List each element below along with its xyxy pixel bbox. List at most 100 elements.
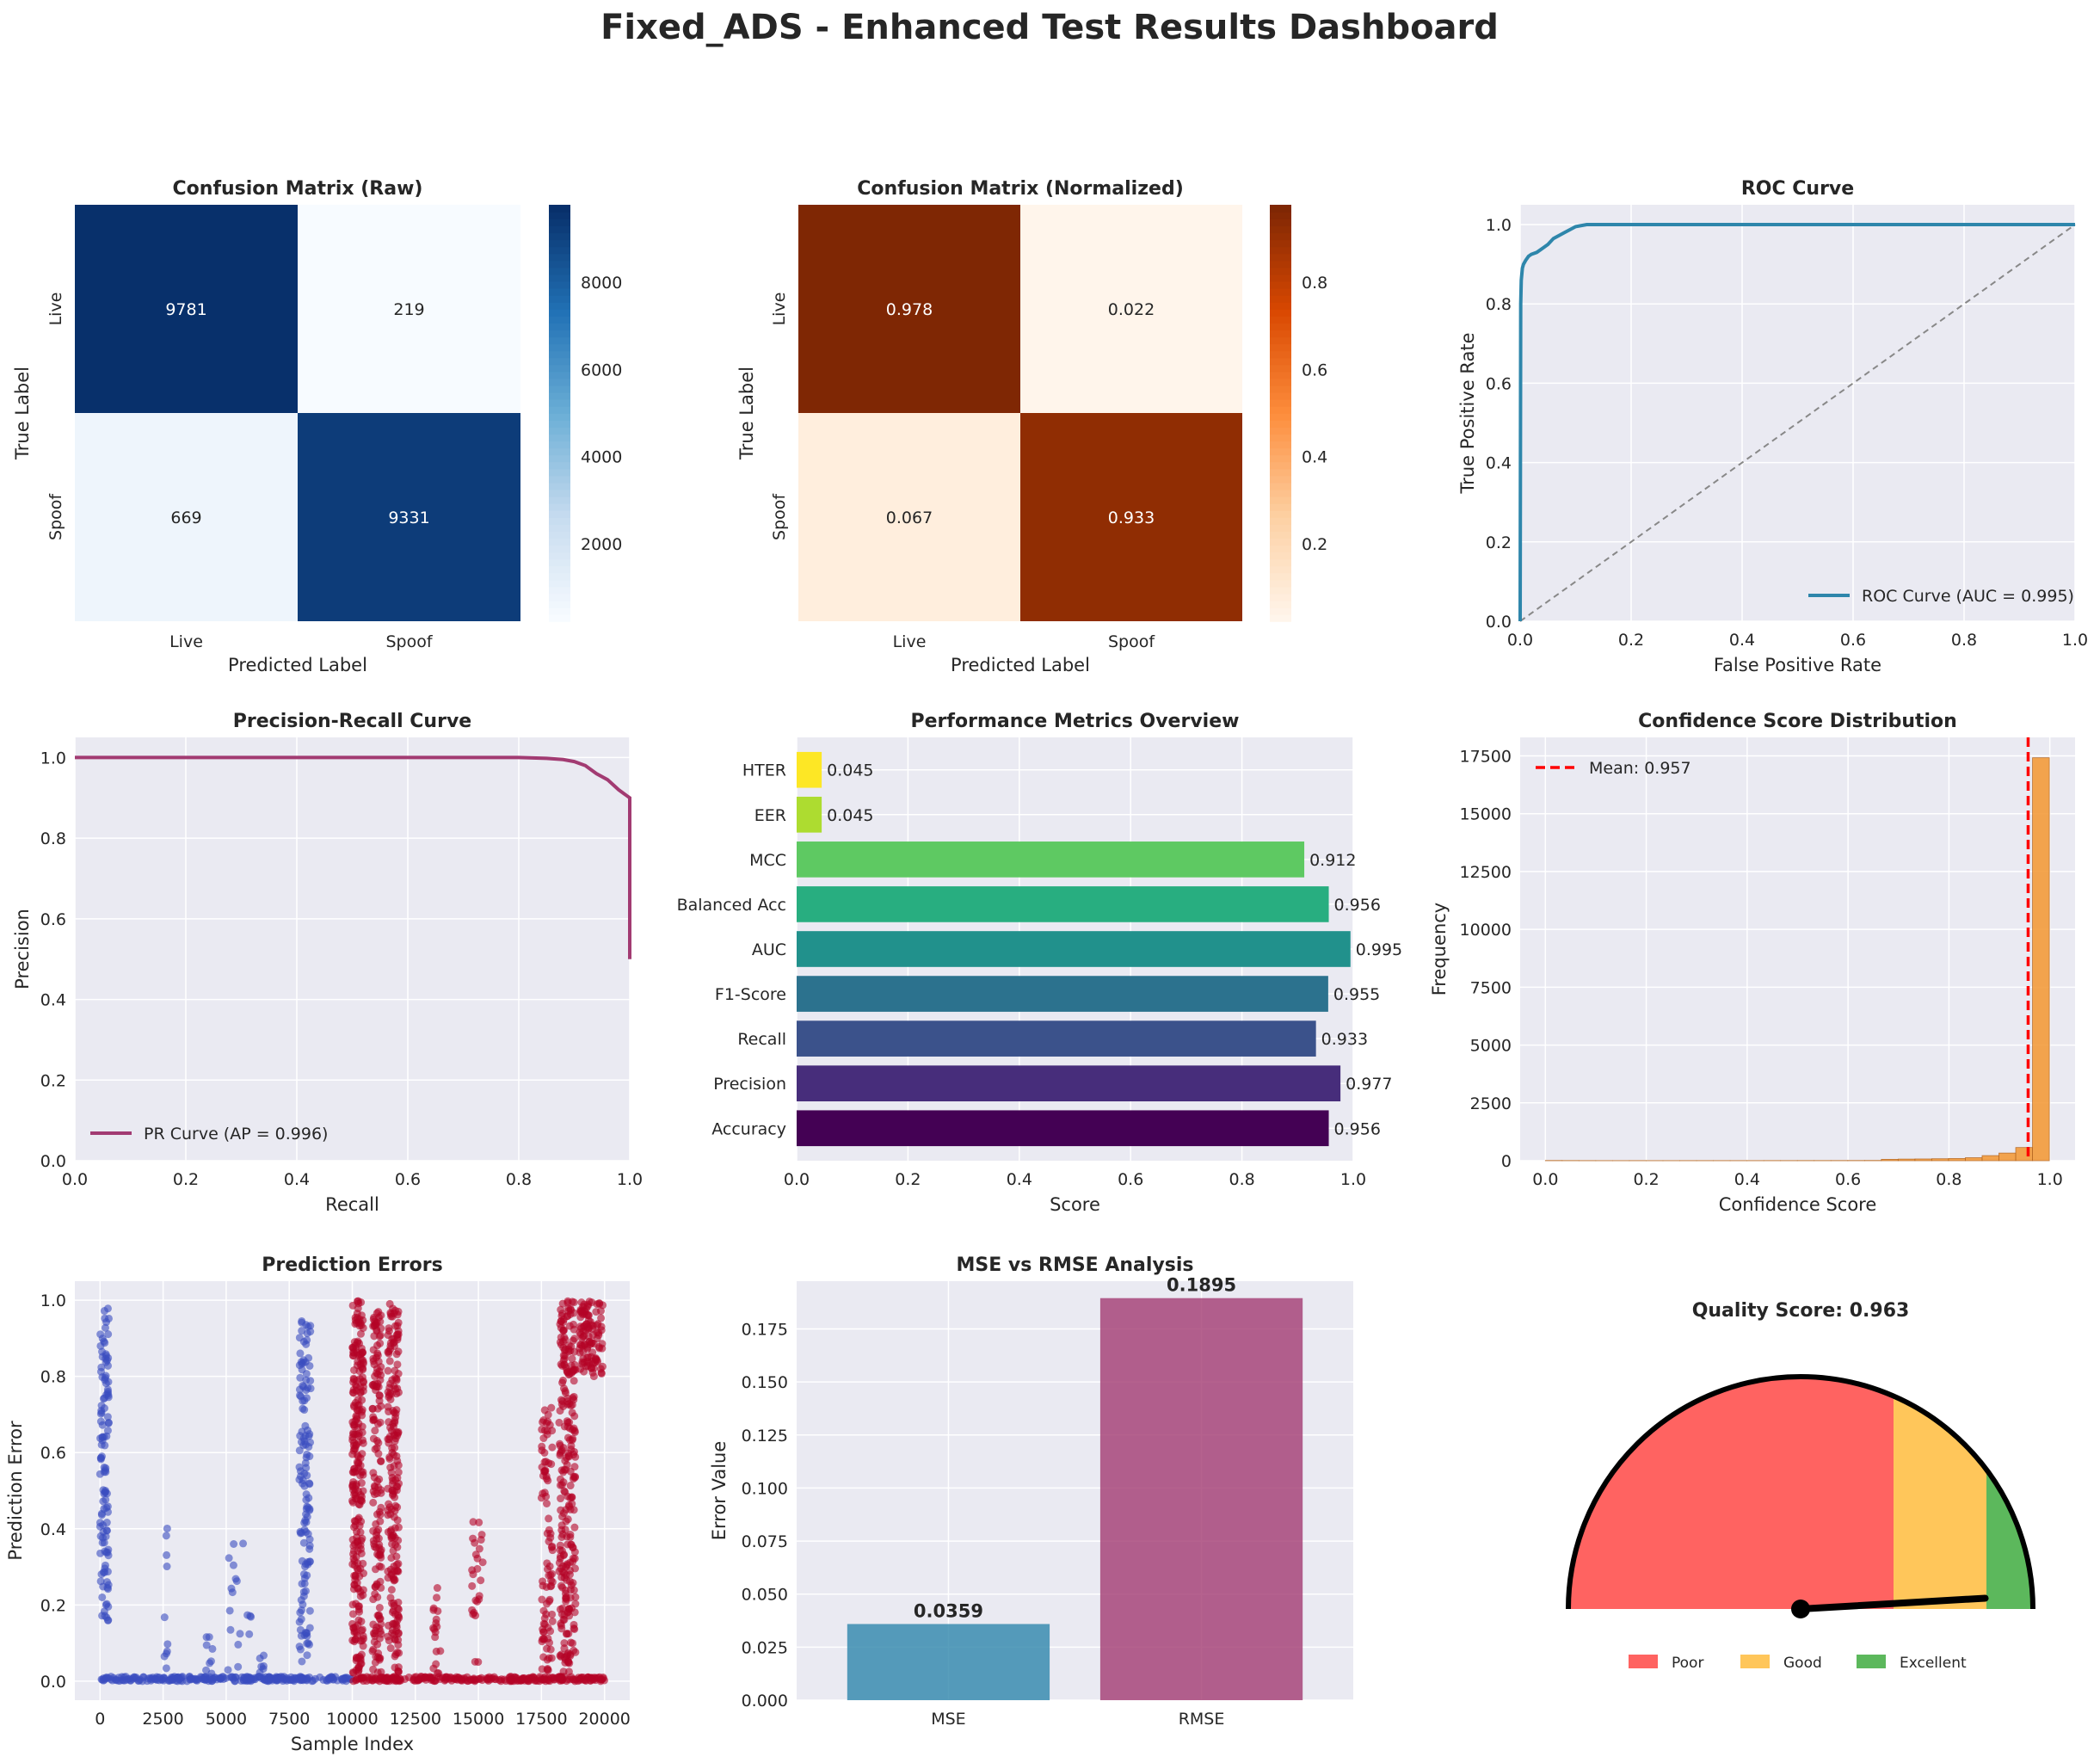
error-point: [101, 1466, 109, 1475]
error-point: [557, 1532, 566, 1541]
histogram-bin: [1931, 1158, 1949, 1162]
panel-title: Performance Metrics Overview: [911, 711, 1240, 732]
colorbar-segment: [549, 427, 570, 435]
error-point: [227, 1584, 236, 1593]
heatmap-cell: [298, 413, 520, 621]
error-point: [401, 1675, 410, 1684]
colorbar-segment: [1270, 613, 1291, 622]
error-point: [245, 1630, 254, 1638]
error-point: [350, 1561, 359, 1569]
y-tick-label: F1-Score: [715, 985, 786, 1004]
colorbar-segment: [549, 531, 570, 539]
error-point: [548, 1443, 557, 1452]
error-point: [567, 1306, 576, 1315]
error-point: [598, 1344, 607, 1353]
error-point: [564, 1345, 573, 1353]
colorbar-segment: [1270, 489, 1291, 497]
error-point: [369, 1498, 378, 1507]
error-point: [301, 1628, 310, 1637]
mse-rmse-chart: 0.000 0.025 0.050 0.075 0.100 0.125 0.150 0.175…: [709, 1254, 1353, 1729]
y-tick-label: 1.0: [40, 749, 66, 767]
error-point: [163, 1640, 172, 1649]
colorbar-segment: [549, 502, 570, 511]
x-tick-label: 0.4: [1729, 631, 1755, 650]
error-point: [394, 1347, 403, 1356]
error-point: [559, 1468, 568, 1476]
error-point: [387, 1554, 396, 1563]
error-point: [370, 1490, 379, 1499]
y-tick-label: 0: [1501, 1152, 1512, 1171]
x-tick-label: MSE: [931, 1710, 965, 1729]
error-point: [295, 1476, 304, 1484]
error-point: [230, 1539, 238, 1548]
error-point: [393, 1567, 402, 1575]
error-point: [389, 1407, 397, 1415]
error-point: [301, 1458, 310, 1467]
x-tick-label: 17500: [515, 1710, 567, 1729]
legend-label: Good: [1783, 1655, 1822, 1672]
error-point: [593, 1356, 601, 1365]
error-point: [469, 1570, 477, 1579]
error-point: [96, 1367, 105, 1376]
error-point: [349, 1585, 358, 1593]
x-tick-label: Spoof: [1108, 632, 1155, 651]
metric-bar: [797, 796, 822, 833]
error-point: [559, 1318, 568, 1327]
error-point: [385, 1299, 394, 1308]
error-point: [384, 1366, 392, 1375]
error-point: [298, 1327, 306, 1335]
colorbar-segment: [1270, 447, 1291, 456]
colorbar-segment: [549, 274, 570, 282]
y-tick-label: 0.8: [40, 1368, 66, 1387]
error-point: [97, 1675, 106, 1684]
legend-label: PR Curve (AP = 0.996): [144, 1125, 328, 1143]
error-point: [374, 1450, 383, 1458]
colorbar-segment: [1270, 607, 1291, 615]
error-point: [375, 1391, 384, 1400]
error-point: [351, 1521, 360, 1530]
error-point: [557, 1360, 565, 1369]
error-point: [433, 1669, 441, 1678]
error-point: [566, 1505, 575, 1513]
y-tick-label: 0.050: [742, 1586, 788, 1605]
error-point: [357, 1321, 366, 1329]
error-point: [348, 1496, 357, 1505]
panel-title: Confidence Score Distribution: [1638, 711, 1957, 732]
error-point: [556, 1475, 564, 1483]
colorbar-segment: [1270, 461, 1291, 470]
error-point: [96, 1549, 105, 1557]
error-point: [570, 1424, 578, 1433]
error-point: [469, 1534, 477, 1543]
error-point: [305, 1479, 314, 1488]
error-point: [563, 1492, 572, 1501]
heatmap-cell-label: 0.933: [1108, 509, 1155, 527]
error-point: [350, 1637, 359, 1646]
error-point: [373, 1341, 382, 1350]
error-point: [486, 1675, 495, 1684]
colorbar-segment: [1270, 232, 1291, 241]
colorbar-segment: [549, 586, 570, 595]
error-point: [547, 1403, 556, 1412]
error-point: [96, 1434, 105, 1443]
plot-area: [75, 737, 630, 1161]
error-point: [100, 1607, 108, 1616]
error-point: [102, 1489, 111, 1498]
gauge-title: Quality Score: 0.963: [1692, 1300, 1910, 1322]
x-tick-label: 0.2: [173, 1170, 199, 1189]
colorbar-segment: [549, 441, 570, 449]
x-tick-label: 0.0: [784, 1170, 810, 1189]
error-point: [373, 1349, 382, 1358]
colorbar-segment: [549, 579, 570, 588]
error-point: [569, 1675, 577, 1684]
error-point: [538, 1665, 546, 1674]
y-tick-label: Precision: [713, 1075, 786, 1094]
error-point: [545, 1459, 553, 1468]
colorbar-segment: [549, 496, 570, 504]
error-point: [563, 1650, 572, 1659]
error-point: [377, 1545, 385, 1554]
panel-title: Prediction Errors: [262, 1254, 443, 1276]
error-point: [386, 1593, 395, 1602]
y-tick-label: MCC: [749, 851, 786, 870]
colorbar-segment: [1270, 391, 1291, 400]
error-point: [348, 1480, 357, 1489]
